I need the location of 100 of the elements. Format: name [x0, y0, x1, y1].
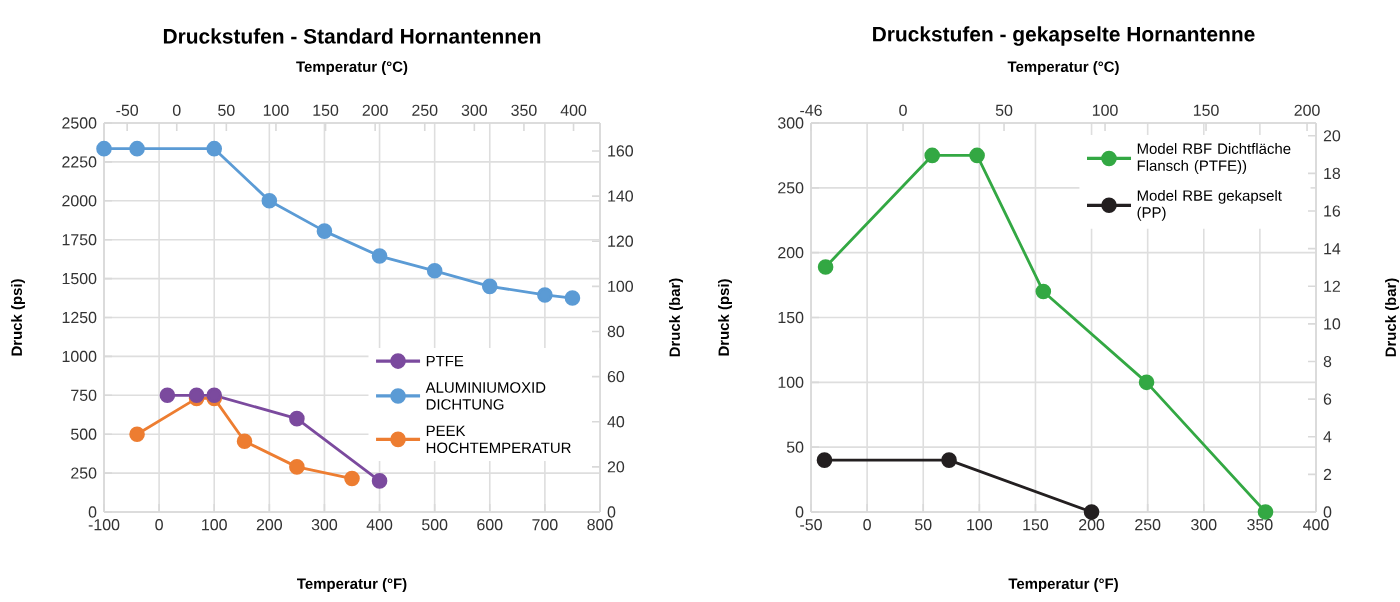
point [1138, 374, 1155, 391]
point [206, 140, 223, 157]
y-tick-label: 150 [778, 311, 804, 324]
y2-tick-label: 60 [607, 370, 625, 383]
y-tick-label: 2000 [62, 195, 97, 207]
x2-axis-title: Temperatur (°C) [1007, 61, 1119, 75]
y-tick-label: 0 [88, 506, 97, 518]
point [1083, 504, 1100, 520]
point [1257, 504, 1274, 520]
x2-tick-label: 150 [1193, 104, 1219, 116]
chart-title: Druckstufen - gekapselte Hornantenne [873, 26, 1255, 46]
x2-tick-label: 150 [313, 104, 339, 116]
x-tick-label: 350 [1247, 519, 1273, 531]
point [564, 290, 581, 306]
x2-tick-label: 200 [362, 104, 388, 116]
legend-label: Model RBF Dichtfläche Flansch (PTFE)) [1137, 143, 1291, 174]
point [481, 278, 498, 295]
x-tick-label: 50 [914, 519, 932, 531]
y2-axis-title: Druck (bar) [1385, 278, 1399, 357]
y-axis-title: Druck (psi) [718, 279, 732, 356]
y2-tick-label: 16 [1324, 205, 1341, 217]
x-tick-label: 400 [366, 519, 393, 531]
y-tick-label: 50 [786, 441, 804, 453]
point [96, 140, 112, 157]
x2-tick-label: 50 [995, 104, 1013, 116]
y-tick-label: 2250 [62, 156, 97, 168]
y-tick-label: 1000 [62, 350, 97, 363]
x-tick-label: 150 [1023, 519, 1049, 531]
x-tick-label: 200 [256, 519, 283, 531]
y2-tick-label: 4 [1323, 431, 1332, 443]
y-tick-label: 250 [71, 467, 97, 479]
x-tick-label: 0 [155, 519, 163, 531]
x2-axis-title: Temperatur (°C) [296, 61, 408, 75]
point [371, 248, 388, 264]
y-tick-label: 1250 [62, 311, 97, 324]
y2-tick-label: 40 [607, 416, 625, 428]
y2-tick-label: 140 [608, 190, 634, 202]
y-tick-label: 300 [777, 117, 804, 129]
x2-tick-label: -50 [116, 104, 139, 116]
point [159, 387, 176, 404]
y-tick-label: 750 [71, 389, 97, 401]
y-tick-label: 100 [778, 376, 804, 388]
y2-tick-label: 80 [607, 325, 625, 338]
x2-tick-label: 0 [172, 104, 181, 116]
point [261, 193, 278, 209]
x-tick-label: 300 [311, 519, 338, 531]
x-tick-label: 100 [967, 519, 993, 531]
x2-tick-label: 100 [263, 104, 289, 116]
point [344, 470, 360, 487]
y2-tick-label: 20 [1323, 130, 1341, 142]
y2-tick-label: 160 [608, 145, 634, 157]
y-tick-label: 0 [795, 506, 804, 518]
x-tick-label: 600 [477, 519, 503, 531]
y-tick-label: 2500 [62, 117, 97, 129]
y-tick-label: 1500 [62, 272, 97, 285]
y2-tick-label: 120 [608, 235, 634, 247]
point [426, 263, 443, 279]
y2-tick-label: 12 [1324, 280, 1340, 292]
point [537, 287, 553, 303]
y2-tick-label: 8 [1323, 355, 1332, 368]
x-tick-label: 700 [532, 519, 558, 531]
y2-tick-label: 20 [607, 461, 625, 473]
legend-label: Model RBE gekapselt (PP) [1137, 189, 1282, 221]
x-tick-label: 100 [202, 519, 227, 531]
point [816, 452, 833, 468]
x-tick-label: 400 [1303, 519, 1329, 531]
point [969, 147, 985, 164]
y2-tick-label: 0 [607, 506, 616, 518]
x-tick-label: 800 [587, 519, 613, 531]
y-tick-label: 500 [70, 428, 97, 440]
point [289, 459, 305, 475]
point [129, 140, 145, 157]
legend-label: ALUMINIUMOXID DICHTUNG [425, 382, 546, 410]
x2-tick-label: 250 [412, 104, 438, 116]
x2-tick-label: 200 [1294, 104, 1320, 116]
point [1035, 283, 1052, 300]
point [289, 410, 305, 427]
y2-tick-label: 0 [1323, 506, 1332, 518]
y2-tick-label: 2 [1323, 468, 1332, 480]
y2-tick-label: 6 [1323, 393, 1332, 405]
y-axis-title: Druck (psi) [11, 279, 25, 356]
point [236, 433, 253, 449]
y2-tick-label: 14 [1324, 243, 1341, 255]
y2-tick-label: 18 [1324, 167, 1341, 180]
x2-tick-label: 400 [560, 104, 587, 116]
legend-label: PTFE [426, 355, 464, 367]
point [817, 259, 834, 275]
x-tick-label: 200 [1079, 519, 1105, 531]
y2-tick-label: 100 [608, 280, 634, 292]
x-axis-title: Temperatur (°F) [297, 578, 407, 592]
x-tick-label: 300 [1191, 519, 1217, 531]
point [924, 147, 941, 164]
x2-tick-label: 350 [511, 104, 537, 116]
x2-tick-label: 50 [218, 104, 235, 116]
point [316, 223, 333, 239]
y2-tick-label: 10 [1324, 318, 1341, 330]
x-tick-label: -100 [88, 519, 120, 531]
x-tick-label: -50 [800, 519, 822, 531]
x2-tick-label: 100 [1092, 104, 1118, 116]
point [941, 452, 957, 468]
